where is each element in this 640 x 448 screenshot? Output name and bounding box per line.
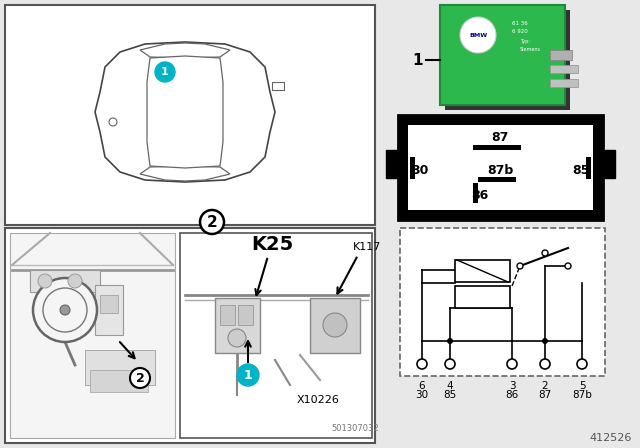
Circle shape	[517, 263, 523, 269]
Text: 87b: 87b	[487, 164, 513, 177]
Circle shape	[200, 210, 224, 234]
Bar	[215, 298, 260, 353]
Text: X10226: X10226	[296, 395, 339, 405]
Circle shape	[542, 250, 548, 256]
Bar	[180, 233, 372, 438]
Bar	[238, 305, 253, 325]
Bar	[85, 350, 155, 385]
Text: K25: K25	[251, 234, 293, 254]
Circle shape	[237, 364, 259, 386]
Text: BMW: BMW	[469, 33, 487, 38]
Text: 6 920: 6 920	[512, 29, 528, 34]
Circle shape	[323, 313, 347, 337]
Bar	[95, 285, 123, 335]
Text: 86: 86	[472, 189, 488, 202]
Text: 2: 2	[541, 381, 548, 391]
Text: 61 36: 61 36	[512, 21, 528, 26]
Text: 87: 87	[538, 390, 552, 400]
Bar	[5, 228, 375, 443]
Text: 30: 30	[412, 164, 429, 177]
Text: 85: 85	[572, 164, 589, 177]
Text: 86: 86	[506, 390, 518, 400]
Bar	[5, 5, 375, 225]
Text: 30: 30	[415, 390, 429, 400]
Circle shape	[38, 274, 52, 288]
Bar	[30, 270, 100, 292]
Text: 6: 6	[419, 381, 426, 391]
Bar	[440, 5, 565, 105]
Text: Siemens: Siemens	[520, 47, 541, 52]
Bar	[90, 370, 148, 392]
Circle shape	[60, 305, 70, 315]
PathPatch shape	[147, 56, 223, 168]
Circle shape	[228, 329, 246, 347]
Circle shape	[155, 62, 175, 82]
Bar	[10, 233, 175, 438]
Circle shape	[460, 17, 496, 53]
Text: 1: 1	[413, 52, 423, 68]
Text: 412526: 412526	[589, 433, 632, 443]
Bar	[473, 145, 521, 150]
Bar	[408, 125, 593, 210]
Text: 5: 5	[579, 381, 586, 391]
Circle shape	[507, 359, 517, 369]
Bar	[410, 157, 415, 179]
Circle shape	[43, 288, 87, 332]
Bar	[445, 10, 570, 110]
Bar	[550, 50, 572, 60]
Circle shape	[109, 118, 117, 126]
Text: Typ:: Typ:	[520, 39, 530, 43]
Text: 1: 1	[161, 67, 169, 77]
Circle shape	[130, 368, 150, 388]
Circle shape	[577, 359, 587, 369]
Text: 501307032: 501307032	[331, 423, 379, 432]
Circle shape	[542, 338, 548, 344]
Text: 1: 1	[244, 369, 252, 382]
Bar	[100, 295, 118, 313]
Bar	[400, 228, 605, 376]
Text: 4: 4	[447, 381, 453, 391]
Bar	[220, 305, 235, 325]
Bar	[550, 79, 578, 87]
Circle shape	[33, 278, 97, 342]
Circle shape	[68, 274, 82, 288]
Bar	[386, 150, 400, 178]
Bar	[478, 177, 516, 182]
Bar	[550, 65, 578, 73]
PathPatch shape	[95, 42, 275, 182]
Bar	[455, 286, 510, 308]
Bar	[601, 150, 615, 178]
Circle shape	[447, 338, 453, 344]
Bar	[586, 157, 591, 179]
Circle shape	[540, 359, 550, 369]
Bar	[272, 82, 284, 90]
Circle shape	[445, 359, 455, 369]
Text: K117: K117	[353, 242, 381, 252]
Text: 85: 85	[444, 390, 456, 400]
PathPatch shape	[140, 166, 230, 181]
Text: 87: 87	[492, 130, 509, 143]
Bar	[473, 183, 478, 203]
PathPatch shape	[140, 43, 230, 58]
Bar	[455, 260, 510, 282]
Bar	[310, 298, 360, 353]
Text: 2: 2	[207, 215, 218, 229]
Bar	[398, 115, 603, 220]
Text: 2: 2	[136, 371, 145, 384]
Circle shape	[565, 263, 571, 269]
Text: 87b: 87b	[572, 390, 592, 400]
Circle shape	[417, 359, 427, 369]
Text: 3: 3	[509, 381, 515, 391]
